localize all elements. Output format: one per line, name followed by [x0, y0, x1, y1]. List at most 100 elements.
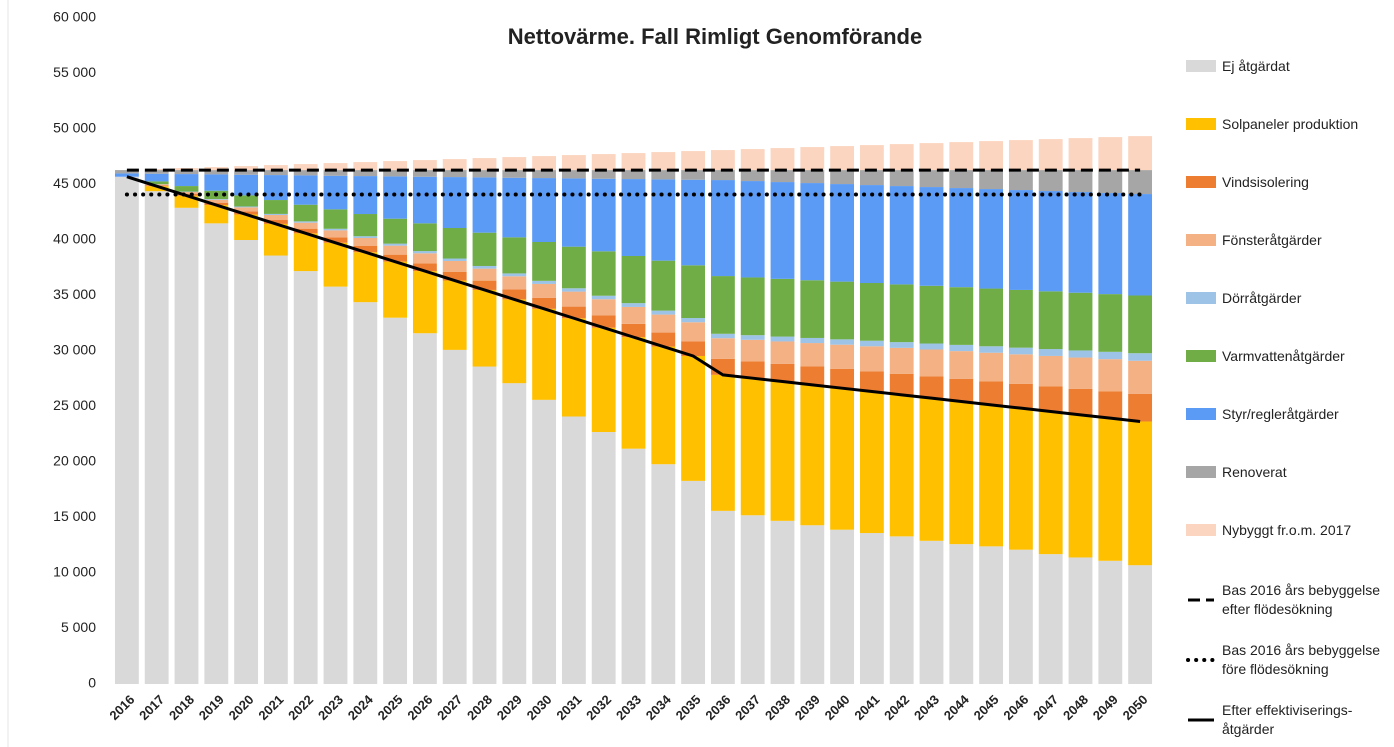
- bar-segment: [591, 154, 616, 171]
- bar-segment: [1098, 170, 1123, 194]
- bar-segment: [561, 155, 586, 171]
- x-tick-label: 2022: [285, 692, 316, 723]
- bar-segment: [949, 142, 974, 171]
- x-tick-label: 2044: [941, 691, 973, 723]
- bar-segment: [472, 158, 497, 171]
- bar-segment: [651, 310, 676, 315]
- bar-segment: [859, 533, 884, 684]
- bar-segment: [383, 254, 408, 262]
- legend-label: Fönsteråtgärder: [1222, 231, 1322, 248]
- bar-segment: [204, 167, 229, 171]
- bar-segment: [651, 346, 676, 465]
- bar-segment: [144, 181, 169, 185]
- bar-segment: [681, 480, 706, 684]
- x-tick-label: 2033: [613, 692, 644, 723]
- bar-segment: [263, 165, 288, 171]
- legend-swatch: [1186, 658, 1216, 662]
- bar-segment: [174, 170, 199, 175]
- bar-segment: [979, 141, 1004, 171]
- bar-segment: [1128, 360, 1153, 394]
- bar-segment: [174, 192, 199, 195]
- bar-segment: [919, 143, 944, 171]
- bar-segment: [561, 318, 586, 417]
- bar-segment: [1068, 388, 1093, 415]
- bar-segment: [412, 176, 437, 224]
- bar-segment: [472, 177, 497, 233]
- bar-segment: [1038, 170, 1063, 192]
- bar-segment: [502, 276, 527, 290]
- bar-segment: [770, 520, 795, 684]
- bar-segment: [234, 207, 259, 212]
- x-tick-label: 2036: [702, 692, 733, 723]
- x-tick-label: 2027: [434, 692, 465, 723]
- x-tick-label: 2048: [1060, 692, 1091, 723]
- legend-swatch: [1186, 118, 1216, 130]
- bar-segment: [919, 398, 944, 541]
- x-tick-label: 2050: [1120, 692, 1151, 723]
- legend-swatch: [1186, 292, 1216, 304]
- bar-segment: [353, 162, 378, 171]
- bar-segment: [621, 153, 646, 171]
- bar-segment: [383, 161, 408, 171]
- bar-segment: [1068, 170, 1093, 193]
- legend-swatch: [1186, 408, 1216, 420]
- bar-segment: [919, 349, 944, 377]
- bar-segment: [532, 156, 557, 171]
- bar-segment: [532, 170, 557, 179]
- bar-segment: [1098, 391, 1123, 419]
- bar-segment: [919, 540, 944, 684]
- legend-swatch: [1186, 176, 1216, 188]
- legend-item: Efter effektiviserings-åtgärder: [1186, 700, 1392, 740]
- bar-segment: [204, 199, 229, 203]
- bar-segment: [1008, 408, 1033, 550]
- bar-segment: [442, 177, 467, 229]
- bar-segment: [502, 289, 527, 300]
- bar-segment: [263, 200, 288, 214]
- legend-swatch: [1186, 466, 1216, 478]
- bar-segment: [1068, 350, 1093, 358]
- bar-segment: [919, 343, 944, 350]
- y-tick-label: 55 000: [53, 64, 96, 80]
- bar-segment: [710, 150, 735, 171]
- bar-segment: [1128, 353, 1153, 361]
- bar-segment: [1008, 190, 1033, 290]
- bar-segment: [323, 228, 348, 231]
- bar-segment: [323, 242, 348, 287]
- bar-segment: [770, 182, 795, 279]
- bar-segment: [234, 170, 259, 175]
- bar-segment: [353, 238, 378, 246]
- x-tick-label: 2038: [762, 692, 793, 723]
- legend-swatch: [1186, 524, 1216, 536]
- bar-segment: [949, 351, 974, 379]
- y-tick-label: 15 000: [53, 508, 96, 524]
- bar-segment: [770, 278, 795, 337]
- bar-segment: [949, 344, 974, 352]
- bar-segment: [1098, 418, 1123, 561]
- bar-segment: [323, 170, 348, 176]
- bar-segment: [979, 189, 1004, 289]
- bar-segment: [710, 374, 735, 511]
- bar-segment: [830, 344, 855, 369]
- bar-segment: [651, 314, 676, 333]
- bar-segment: [651, 152, 676, 171]
- legend-item: Vindsisolering: [1186, 162, 1392, 202]
- bar-segment: [1038, 411, 1063, 555]
- bar-segment: [293, 175, 318, 205]
- bar-segment: [1098, 359, 1123, 392]
- bar-segment: [412, 160, 437, 171]
- legend-item: Solpaneler produktion: [1186, 104, 1392, 144]
- bar-segment: [293, 221, 318, 223]
- legend-label: Dörråtgärder: [1222, 289, 1302, 306]
- bar-segment: [949, 378, 974, 402]
- legend-label: Varmvattenåtgärder: [1222, 347, 1345, 364]
- bar-segment: [830, 170, 855, 185]
- bar-segment: [1008, 383, 1033, 409]
- bar-segment: [681, 265, 706, 319]
- bar-segment: [1038, 139, 1063, 171]
- bar-segment: [472, 280, 497, 290]
- bar-segment: [681, 151, 706, 171]
- x-tick-label: 2043: [911, 692, 942, 723]
- bar-segment: [442, 271, 467, 281]
- bar-segment: [442, 159, 467, 171]
